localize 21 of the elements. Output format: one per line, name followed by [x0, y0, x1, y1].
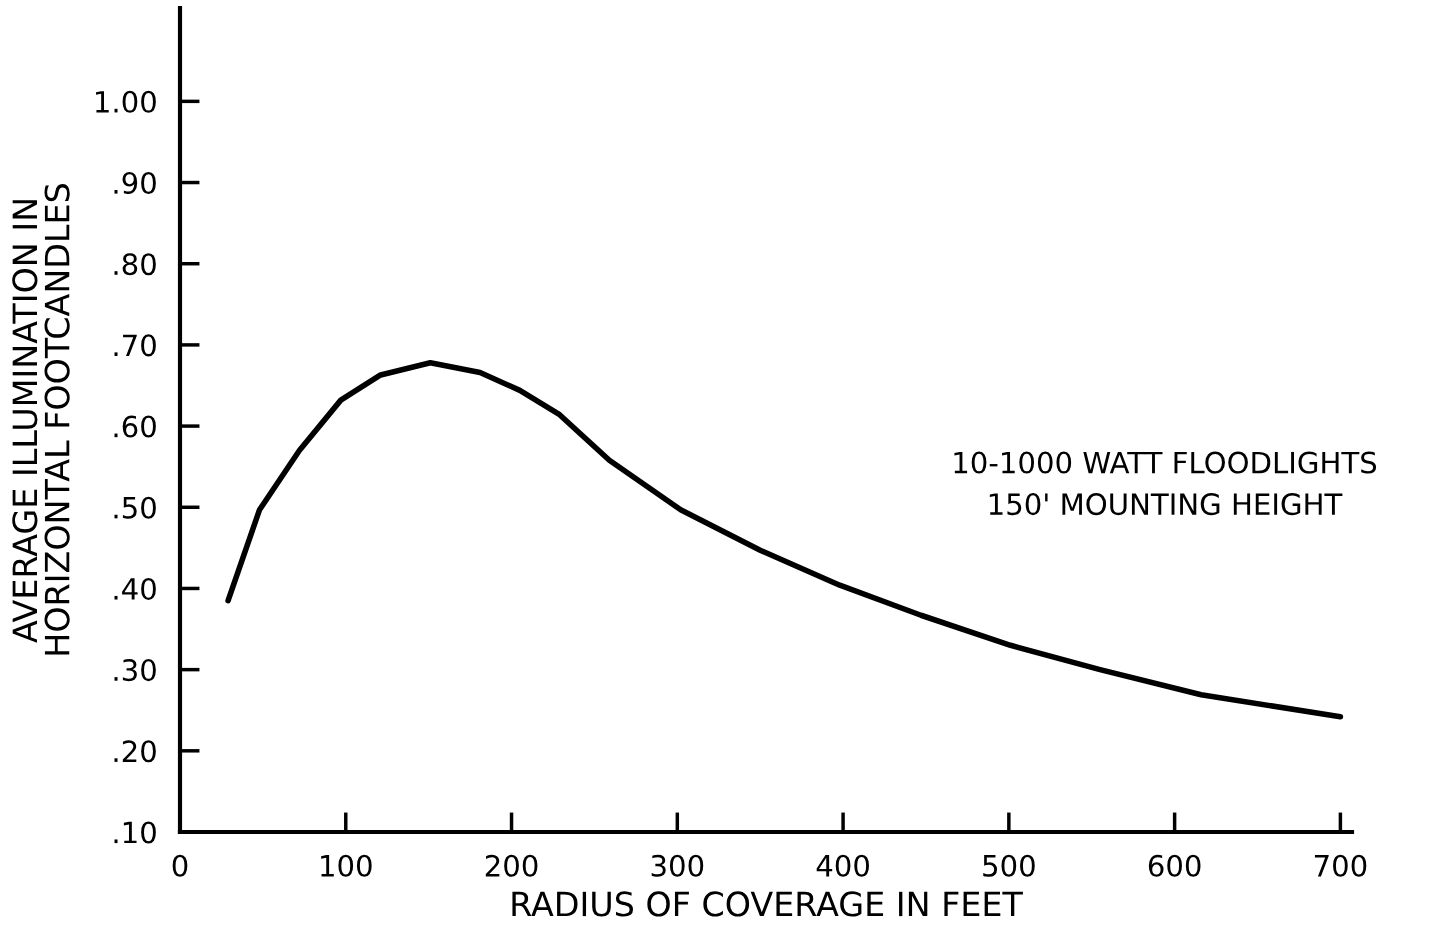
x-tick-label: 100: [321, 854, 372, 877]
x-tick-label: 600: [1148, 854, 1201, 877]
annotation: 10-1000 WATT FLOODLIGHTS 150' MOUNTING HEIGHT: [954, 451, 1377, 516]
x-tick-label: 400: [816, 854, 869, 877]
y-tick-label: .40: [114, 577, 156, 600]
y-tick-label: .30: [114, 659, 156, 682]
y-axis-title: AVERAGE ILLUMINATION IN HORIZONTAL FOOTCANDLES: [12, 184, 70, 655]
y-tick-label: .50: [114, 496, 156, 519]
y-tick-label: .90: [114, 171, 156, 195]
x-tick-label: 700: [1314, 854, 1367, 877]
y-tick-label: .10: [114, 821, 156, 844]
y-tick-label: .70: [114, 334, 156, 357]
y-tick-label: .60: [114, 415, 156, 438]
x-tick-label: 200: [485, 854, 538, 877]
x-tick-label: 300: [651, 854, 704, 877]
x-axis-title: RADIUS OF COVERAGE IN FEET: [512, 891, 1023, 917]
y-tick-label: .80: [114, 253, 156, 276]
x-tick-label: 500: [983, 854, 1035, 877]
x-tick-label: 0: [172, 854, 188, 877]
y-tick-label: .20: [114, 740, 156, 763]
y-tick-label: 1.00: [96, 90, 156, 113]
